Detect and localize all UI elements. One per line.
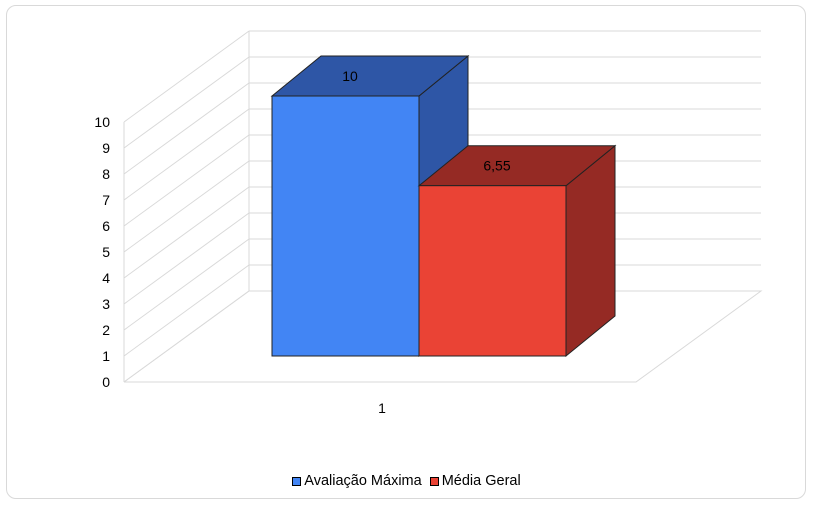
side-gridline: [123, 160, 250, 253]
y-tick-label: 7: [102, 192, 110, 208]
y-tick-label: 1: [102, 348, 110, 364]
legend-swatch: [292, 476, 302, 486]
legend-label: Avaliação Máxima: [304, 473, 422, 489]
y-tick-label: 0: [102, 374, 110, 390]
x-tick-label: 1: [378, 400, 386, 416]
side-gridline: [123, 238, 250, 331]
x-axis: 1: [378, 400, 386, 416]
data-label: 10: [342, 68, 358, 84]
side-gridline: [123, 264, 250, 357]
bar-front-face: [271, 95, 420, 357]
y-tick-label: 10: [94, 114, 110, 130]
data-labels: 106,55: [342, 68, 511, 174]
side-gridline: [123, 30, 250, 123]
y-tick-label: 5: [102, 244, 110, 260]
legend-item: Avaliação Máxima: [292, 473, 422, 489]
side-gridline: [123, 186, 250, 279]
side-gridline: [123, 290, 250, 383]
legend-item: Média Geral: [429, 473, 521, 489]
legend-label: Média Geral: [441, 473, 521, 489]
y-tick-label: 8: [102, 166, 110, 182]
y-tick-label: 6: [102, 218, 110, 234]
side-gridline: [123, 134, 250, 227]
side-gridline: [123, 56, 250, 149]
legend: Avaliação Máxima Média Geral: [0, 473, 813, 489]
side-gridline: [123, 108, 250, 201]
side-gridline: [123, 82, 250, 175]
y-axis: 0 1 2 3 4 5 6 7 8 9 10: [94, 114, 125, 390]
y-tick-label: 9: [102, 140, 110, 156]
data-label: 6,55: [483, 158, 510, 174]
legend-swatch: [429, 476, 439, 486]
y-tick-label: 2: [102, 322, 110, 338]
bar-media-geral: [417, 144, 617, 358]
bar-front-face: [418, 185, 567, 357]
y-tick-label: 3: [102, 296, 110, 312]
y-tick-label: 4: [102, 270, 110, 286]
bars: [270, 54, 617, 358]
side-gridline: [123, 212, 250, 305]
